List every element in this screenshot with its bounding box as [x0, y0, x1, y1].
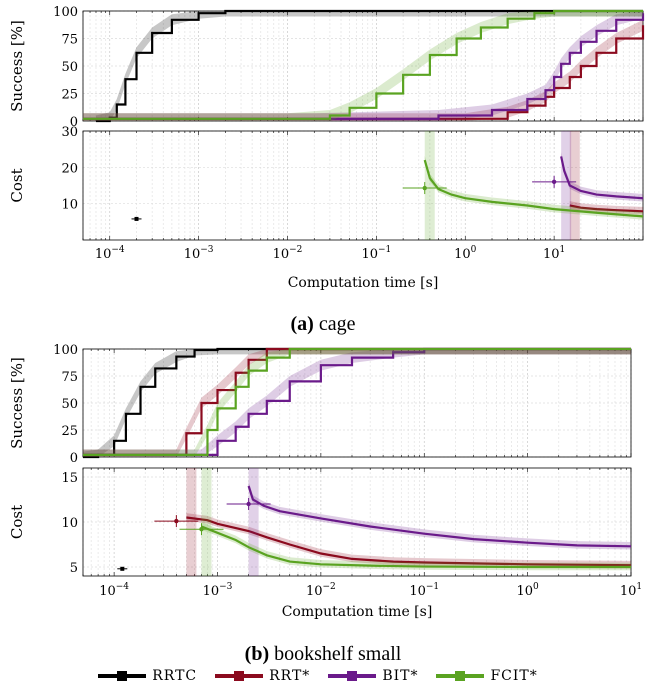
chart-a-success-panel: 0 25 50 75 100 Success [%] — [8, 5, 644, 130]
y-tick-label: 30 — [61, 125, 78, 140]
legend-label-fcitstar: FCIT* — [490, 668, 538, 684]
y-tick-label: 15 — [61, 471, 78, 486]
legend-item-bitstar: BIT* — [328, 668, 418, 684]
band-start-rrtstar — [186, 468, 197, 576]
caption-a: (a) cage — [0, 313, 646, 336]
series-line-rrtstar — [186, 516, 632, 567]
series-line-rrtstar — [569, 204, 644, 213]
y-tick-label: 100 — [53, 343, 78, 358]
legend-swatch-rrtstar — [215, 670, 264, 682]
series-line-rrtstar — [83, 25, 645, 120]
chart-b-cost-panel: 5 10 15 Cost — [8, 467, 632, 577]
series-line-bitstar — [83, 347, 631, 456]
x-tick-label: 101 — [620, 582, 642, 599]
x-tick-label: 10−4 — [99, 582, 129, 599]
y-tick-label: 75 — [61, 370, 78, 385]
legend: RRTC RRT* BIT* FCIT* — [0, 668, 646, 684]
x-tick-label: 10−1 — [409, 582, 439, 599]
band-fcitstar — [83, 11, 643, 121]
first-solution-rrtstar — [174, 518, 179, 524]
x-tick-label: 10−2 — [306, 582, 336, 599]
series-line-rrtstar — [83, 347, 631, 456]
first-solution-bitstar — [551, 179, 557, 185]
series-line-rrtc — [95, 9, 643, 123]
chart-a-cost-ylabel: Cost — [8, 168, 26, 202]
chart-b-success-ylabel: Success [%] — [8, 357, 26, 449]
legend-label-rrtstar: RRT* — [269, 668, 311, 684]
chart-a-cost-frame — [82, 130, 644, 241]
band-start-bitstar — [561, 131, 572, 240]
y-tick-label: 5 — [70, 561, 78, 576]
series-line-fcitstar — [423, 159, 644, 218]
x-tick-label: 101 — [543, 245, 565, 262]
caption-a-label: (a) — [290, 313, 314, 335]
caption-a-text: cage — [318, 313, 356, 335]
series-line-bitstar — [83, 13, 645, 120]
first-solution-fcitstar — [422, 185, 427, 191]
y-tick-label: 75 — [61, 33, 78, 48]
legend-swatch-fcitstar — [436, 670, 485, 682]
legend-swatch-rrtc — [98, 670, 147, 682]
band-bitstar — [561, 152, 643, 202]
series-line-fcitstar — [201, 525, 631, 569]
x-tick-label: 100 — [454, 245, 477, 262]
y-tick-label: 100 — [53, 5, 78, 20]
x-tick-label: 10−3 — [184, 245, 214, 262]
legend-swatch-bitstar — [328, 670, 377, 682]
band-start-fcitstar — [201, 468, 212, 576]
x-tick-label: 10−3 — [203, 582, 233, 599]
x-tick-label: 10−4 — [95, 245, 125, 262]
legend-label-rrtc: RRTC — [152, 668, 198, 684]
y-tick-label: 0 — [70, 451, 78, 466]
y-tick-label: 10 — [61, 516, 78, 531]
point-rrtc — [134, 216, 139, 221]
caption-b-text: bookshelf small — [274, 643, 402, 665]
band-start-bitstar — [248, 468, 259, 576]
band-fcitstar — [201, 522, 631, 571]
chart-b-cost-ylabel: Cost — [8, 505, 26, 539]
series-line-fcitstar — [83, 9, 643, 120]
chart-a-cost-panel: 10 20 30 Cost — [8, 125, 644, 241]
x-tick-label: 10−2 — [273, 245, 303, 262]
x-tick-label: 100 — [516, 582, 539, 599]
caption-b: (b) bookshelf small — [0, 643, 646, 666]
legend-label-bitstar: BIT* — [382, 668, 419, 684]
band-start-rrtstar — [569, 131, 580, 240]
legend-item-rrtstar: RRT* — [215, 668, 310, 684]
band-start-fcitstar — [424, 131, 435, 240]
series-line-fcitstar — [83, 347, 631, 456]
y-tick-label: 20 — [61, 161, 78, 176]
first-solution-fcitstar — [199, 527, 204, 532]
y-tick-label: 50 — [61, 60, 78, 75]
y-tick-label: 0 — [70, 115, 78, 130]
chart-a-xlabel: Computation time [s] — [288, 275, 439, 291]
legend-item-fcitstar: FCIT* — [436, 668, 537, 684]
first-solution-bitstar — [246, 501, 251, 507]
series-line-bitstar — [560, 156, 644, 200]
chart-a-success-ylabel: Success [%] — [8, 20, 26, 112]
x-tick-label: 10−1 — [361, 245, 391, 262]
chart-b-xlabel: Computation time [s] — [282, 604, 433, 620]
chart-b-cost-frame — [82, 467, 632, 577]
y-tick-label: 25 — [61, 424, 78, 439]
y-tick-label: 25 — [61, 88, 78, 103]
legend-item-rrtc: RRTC — [98, 668, 197, 684]
y-tick-label: 50 — [61, 397, 78, 412]
caption-b-label: (b) — [244, 643, 270, 665]
y-tick-label: 10 — [61, 198, 78, 213]
point-rrtc — [120, 566, 125, 571]
band-fcitstar — [424, 155, 643, 220]
